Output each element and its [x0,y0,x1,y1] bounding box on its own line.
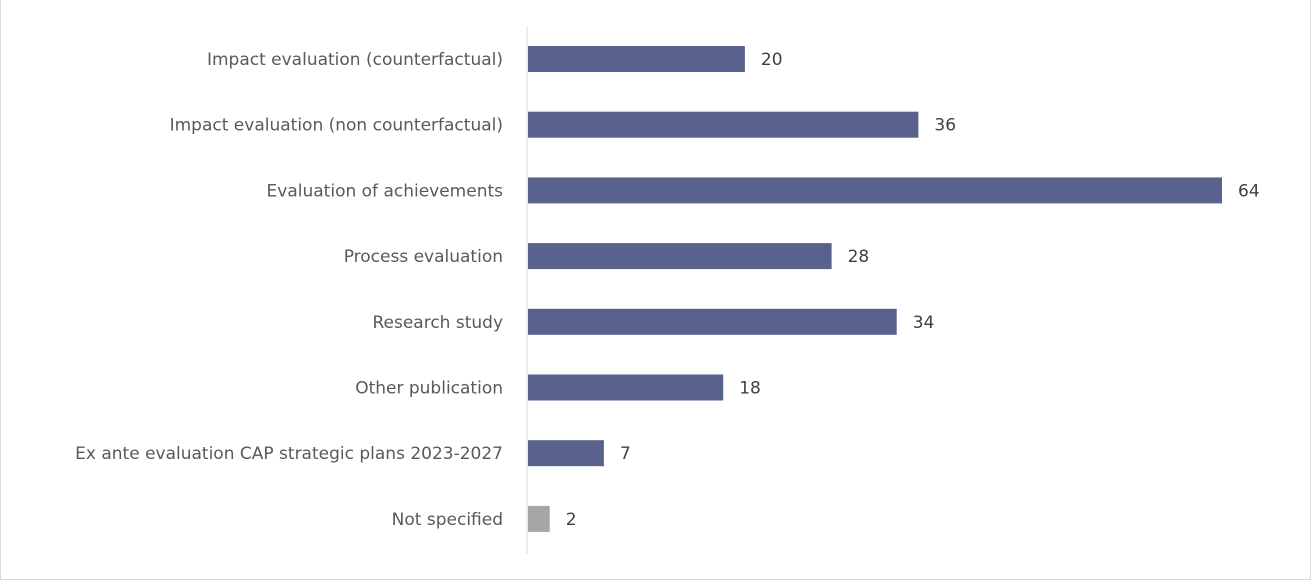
value-label: 2 [566,510,577,530]
value-label: 7 [620,444,631,464]
category-label: Evaluation of achievements [267,181,504,201]
value-label: 64 [1238,181,1260,201]
category-label: Process evaluation [344,247,503,267]
value-labels-group: 20 36 64 28 34 18 7 2 [566,50,1260,530]
value-label: 34 [913,313,935,333]
category-label: Impact evaluation (non counterfactual) [170,116,503,136]
value-label: 20 [761,50,783,70]
value-label: 36 [934,116,956,136]
bar-1 [528,111,919,138]
value-label: 28 [848,247,870,267]
bar-4 [528,308,897,335]
bar-5 [528,374,724,401]
category-label: Other publication [355,379,503,399]
category-label: Impact evaluation (counterfactual) [207,50,503,70]
bar-6 [528,440,604,467]
bar-3 [528,243,832,270]
category-labels-group: Impact evaluation (counterfactual) Impact… [75,50,503,530]
category-label: Research study [372,313,503,333]
bar-2 [528,177,1222,204]
bars-group [528,46,1222,532]
category-label: Not specified [392,510,503,530]
value-label: 18 [739,379,761,399]
bar-7 [528,505,550,532]
category-label: Ex ante evaluation CAP strategic plans 2… [75,444,503,464]
bar-0 [528,46,745,72]
